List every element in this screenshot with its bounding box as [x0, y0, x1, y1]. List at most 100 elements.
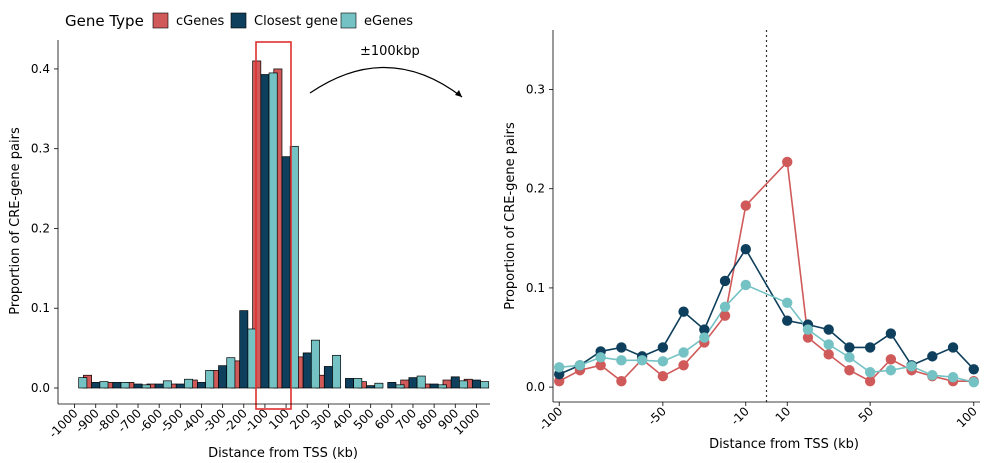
line-y-axis-title: Proportion of CRE-gene pairs — [503, 122, 518, 310]
point-closest-gene-100 — [968, 364, 979, 375]
point-cgenes--50 — [657, 371, 669, 382]
point-egenes-90 — [947, 372, 959, 383]
legend-title: Gene Type — [65, 12, 144, 30]
bar-closest-gene--500 — [175, 383, 185, 389]
bar-egenes-600 — [395, 384, 405, 389]
bar-y-axis-title: Proportion of CRE-gene pairs — [8, 127, 23, 315]
bar-xtick-label: 300 — [308, 406, 334, 432]
bar-egenes--400 — [205, 370, 215, 389]
bar-egenes--900 — [99, 381, 109, 389]
legend-label-egenes: eGenes — [364, 14, 413, 29]
bar-egenes-500 — [374, 382, 384, 389]
bar-xtick-label: 100 — [266, 406, 292, 432]
point-egenes-20 — [802, 324, 814, 335]
line-xtick-label: 10 — [773, 404, 794, 425]
point-egenes--80 — [595, 352, 606, 363]
legend: Gene Type cGenes Closest gene eGenes — [65, 12, 413, 30]
point-egenes--30 — [699, 332, 710, 343]
point-closest-gene--10 — [740, 244, 751, 255]
bar-xtick-label: 800 — [414, 406, 440, 432]
legend-swatch-closest-gene — [230, 12, 247, 29]
line-xtick-label: -10 — [728, 404, 752, 428]
highlight-box — [255, 41, 292, 410]
bar-ytick-label: 0.2 — [31, 221, 50, 235]
bar-closest-gene-1000 — [471, 379, 481, 389]
line-xtick-label: -100 — [536, 404, 565, 433]
bar-xtick-label: 600 — [372, 406, 398, 432]
line-ytick-label: 0.2 — [526, 182, 545, 196]
legend-label-closest-gene: Closest gene — [254, 14, 338, 29]
line-xtick-label: 100 — [954, 404, 980, 430]
point-closest-gene-50 — [864, 342, 876, 353]
bar-ytick-label: 0.3 — [31, 142, 50, 156]
bar-closest-gene-700 — [408, 377, 418, 389]
point-egenes--70 — [616, 355, 627, 366]
point-closest-gene-30 — [823, 324, 834, 335]
bar-egenes--200 — [247, 328, 257, 389]
line-ytick-label: 0.1 — [526, 281, 545, 295]
bar-xtick-label: 500 — [351, 406, 377, 432]
point-egenes-40 — [844, 352, 855, 363]
point-egenes--10 — [740, 279, 751, 291]
point-cgenes-60 — [885, 354, 897, 365]
point-cgenes-40 — [844, 365, 855, 376]
point-egenes--50 — [657, 356, 669, 367]
bar-closest-gene-200 — [302, 352, 312, 389]
point-cgenes-10 — [782, 156, 793, 168]
bar-egenes-800 — [437, 384, 447, 389]
bar-closest-gene--200 — [239, 310, 249, 389]
bar-egenes-200 — [310, 339, 320, 389]
line-ytick-label: 0.0 — [526, 380, 545, 394]
point-closest-gene--40 — [678, 306, 689, 317]
bar-egenes--300 — [226, 357, 236, 389]
bar-egenes-400 — [353, 378, 363, 389]
point-egenes--40 — [678, 347, 689, 358]
legend-label-cgenes: cGenes — [176, 14, 224, 29]
bar-closest-gene--100 — [260, 74, 270, 389]
bar-egenes-900 — [459, 380, 468, 389]
bar-egenes--1000 — [78, 377, 88, 389]
point-egenes-30 — [823, 339, 834, 350]
legend-swatch-cgenes — [152, 12, 169, 29]
bar-egenes--700 — [141, 384, 151, 389]
zoom-annotation: ±100kbp — [360, 44, 420, 59]
zoom-arrow — [309, 66, 463, 98]
point-closest-gene--70 — [616, 342, 627, 353]
point-closest-gene-90 — [947, 342, 959, 353]
point-cgenes--10 — [740, 200, 751, 211]
point-closest-gene--50 — [657, 342, 669, 353]
bar-egenes-100 — [289, 145, 299, 389]
point-closest-gene-10 — [782, 315, 793, 326]
point-egenes-60 — [885, 365, 897, 376]
bar-closest-gene--700 — [133, 383, 143, 389]
point-cgenes--80 — [595, 360, 606, 371]
bar-xtick-label: 700 — [393, 406, 419, 432]
point-cgenes--40 — [678, 360, 689, 371]
bar-ytick-label: 0.0 — [31, 381, 50, 395]
bar-closest-gene--800 — [112, 382, 122, 389]
bar-egenes-700 — [416, 375, 426, 389]
bar-closest-gene-600 — [387, 382, 397, 389]
point-cgenes-20 — [802, 332, 814, 343]
bar-closest-gene-800 — [429, 383, 439, 389]
bar-closest-gene--900 — [91, 382, 101, 389]
bar-closest-gene-900 — [450, 376, 460, 389]
bar-closest-gene-300 — [323, 366, 333, 389]
line-x-axis-title: Distance from TSS (kb) — [709, 437, 859, 452]
line-xtick-label: -50 — [645, 404, 669, 428]
bar-closest-gene-100 — [281, 156, 291, 389]
line-ytick-label: 0.3 — [526, 83, 545, 97]
bar-closest-gene--600 — [154, 383, 164, 389]
zoom-arrow-head — [455, 90, 462, 97]
line-chart: 0.0 0.1 0.2 0.3 -100 -50 -10 10 50 100 Proportio… — [503, 30, 980, 452]
bar-x-axis-title: Distance from TSS (kb) — [208, 446, 358, 461]
point-cgenes--70 — [616, 375, 627, 387]
bar-egenes-300 — [332, 354, 342, 389]
point-closest-gene-60 — [885, 328, 897, 339]
point-cgenes-30 — [823, 349, 834, 360]
bar-chart: 0.00.10.20.30.4 -1000-900-800-700-600-50… — [8, 40, 490, 461]
bar-closest-gene--300 — [218, 365, 228, 389]
point-closest-gene-40 — [844, 342, 855, 353]
bar-egenes--100 — [268, 72, 278, 389]
